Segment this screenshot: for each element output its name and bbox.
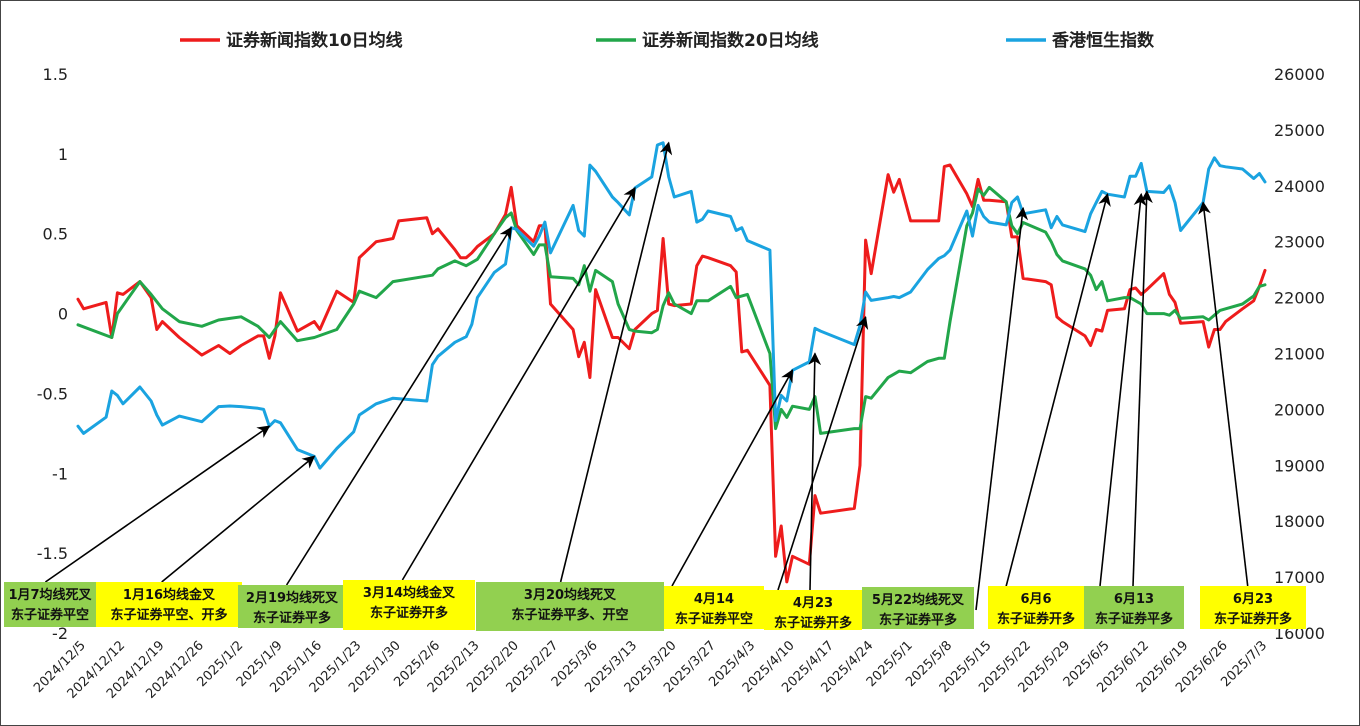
- legend-label: 香港恒生指数: [1052, 30, 1155, 51]
- annotation-arrow: [808, 352, 822, 591]
- annotations-group: 1月7均线死叉东子证券平空1月16均线金叉东子证券平空、开多2月19均线死叉东子…: [4, 141, 1306, 631]
- annotation-text: 东子证券平多: [253, 610, 331, 626]
- y-left-tick-label: 0.5: [43, 225, 68, 244]
- annotation-arrow: [401, 186, 636, 581]
- annotation-text: 东子证券开多: [370, 605, 448, 621]
- legend-label: 证券新闻指数20日均线: [642, 30, 819, 51]
- y-right-tick-label: 21000: [1274, 345, 1325, 364]
- series-line: [76, 163, 1267, 584]
- annotation-text: 东子证券平多: [879, 612, 957, 628]
- y-right-tick-label: 17000: [1274, 568, 1325, 587]
- y-left-tick-label: -0.5: [37, 384, 68, 403]
- annotation-text: 6月6: [1020, 592, 1051, 607]
- annotation-text: 东子证券开多: [1214, 611, 1292, 627]
- annotation-text: 东子证券开多: [997, 611, 1075, 627]
- y-left-tick-label: 0: [58, 305, 68, 324]
- annotation-box: [1200, 586, 1306, 629]
- annotation-text: 东子证券平空、开多: [110, 607, 227, 623]
- y-left-tick-label: 1.5: [43, 65, 68, 84]
- annotation-text: 5月22均线死叉: [872, 592, 965, 608]
- y-left-tick-label: -2: [52, 624, 68, 643]
- annotation-text: 2月19均线死叉: [246, 590, 339, 606]
- y-right-tick-label: 19000: [1274, 456, 1325, 475]
- annotation-arrow: [975, 206, 1029, 611]
- annotation-text: 东子证券平空: [11, 607, 89, 623]
- annotation-text: 东子证券开多: [774, 615, 852, 631]
- legend-group: 证券新闻指数10日均线 证券新闻指数20日均线 香港恒生指数: [180, 30, 1155, 51]
- annotation-text: 东子证券平多、开空: [511, 607, 628, 623]
- annotation-arrow: [285, 226, 512, 586]
- annotation-text: 东子证券平空: [675, 611, 753, 627]
- annotation-box: [862, 587, 974, 629]
- annotation-arrow: [559, 141, 673, 583]
- annotation-text: 东子证券平多: [1095, 611, 1173, 627]
- y-right-tick-label: 22000: [1274, 289, 1325, 308]
- series-line: [76, 185, 1267, 435]
- annotation-text: 1月7均线死叉: [8, 587, 92, 603]
- annotation-box: [96, 582, 242, 627]
- annotation-arrow: [1198, 201, 1249, 587]
- annotation-text: 6月23: [1233, 592, 1273, 607]
- annotation-box: [664, 586, 764, 629]
- annotation-box: [988, 586, 1084, 629]
- legend-label: 证券新闻指数10日均线: [226, 30, 403, 51]
- annotation-arrow: [161, 455, 316, 583]
- annotation-text: 3月20均线死叉: [524, 587, 617, 603]
- annotation-arrow: [44, 425, 271, 583]
- series-group: [76, 141, 1267, 584]
- annotation-arrow: [777, 315, 869, 591]
- y-right-tick-label: 20000: [1274, 400, 1325, 419]
- y-right-tick-label: 23000: [1274, 233, 1325, 252]
- annotation-box: [343, 580, 475, 630]
- annotation-arrow: [999, 192, 1111, 611]
- y-right-tick-label: 24000: [1274, 177, 1325, 196]
- y-right-tick-label: 18000: [1274, 512, 1325, 531]
- annotation-arrow: [671, 369, 794, 587]
- annotation-text: 1月16均线金叉: [123, 587, 216, 603]
- annotation-text: 4月14: [694, 592, 734, 607]
- y-right-tick-label: 26000: [1274, 65, 1325, 84]
- annotation-text: 6月13: [1114, 592, 1154, 607]
- series-line: [76, 141, 1267, 470]
- y-left-tick-label: 1: [58, 145, 68, 164]
- y-right-tick-label: 25000: [1274, 121, 1325, 140]
- annotation-text: 3月14均线金叉: [363, 585, 456, 601]
- annotation-box: [476, 582, 664, 631]
- annotation-box: [4, 582, 96, 627]
- annotation-box: [1084, 586, 1184, 629]
- y-left-tick-label: -1: [52, 464, 68, 483]
- annotation-arrow: [1132, 190, 1153, 587]
- annotation-box: [238, 585, 346, 628]
- annotation-text: 4月23: [793, 596, 833, 611]
- annotation-box: [764, 590, 862, 630]
- annotation-arrow: [1099, 192, 1147, 587]
- y-left-tick-label: -1.5: [37, 544, 68, 563]
